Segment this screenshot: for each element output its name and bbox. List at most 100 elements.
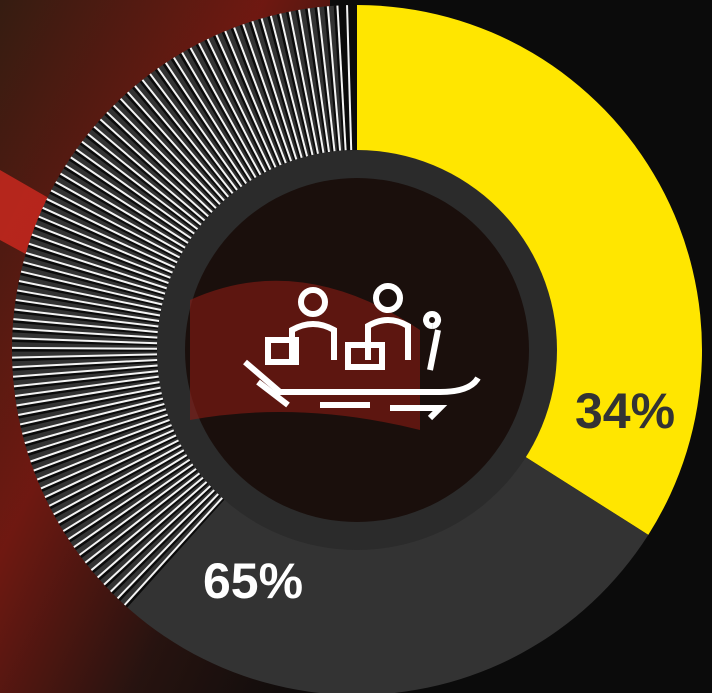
stripe-gap — [12, 338, 158, 347]
stripe-gap — [117, 99, 221, 207]
stripe-gap — [41, 208, 175, 271]
stripe — [55, 181, 183, 254]
stripe — [269, 15, 309, 157]
stripe-gap — [85, 134, 202, 228]
stripe — [23, 261, 164, 301]
stripe-gap — [27, 408, 167, 456]
stripe — [20, 270, 163, 306]
stripe-gap — [187, 48, 261, 177]
stripe-gap — [267, 16, 308, 158]
value-label: 65% — [203, 553, 303, 609]
stripe-gap — [15, 376, 160, 400]
stripe-gap — [295, 9, 324, 154]
stripe — [126, 91, 225, 202]
stripe — [298, 9, 325, 154]
stripe-gap — [195, 43, 266, 174]
stripe — [44, 434, 177, 499]
stripe — [13, 318, 158, 334]
value-label: 34% — [575, 383, 675, 439]
stripe — [134, 85, 230, 198]
stripe — [307, 8, 330, 153]
stripe-gap — [68, 157, 192, 241]
stripe-gap — [63, 454, 189, 535]
stripe — [112, 104, 217, 209]
stripe-gap — [13, 319, 158, 335]
stripe-gap — [79, 468, 198, 558]
stripe — [189, 47, 262, 176]
stripe — [215, 34, 277, 168]
stripe — [46, 198, 178, 264]
stripe — [96, 481, 208, 579]
stripe — [30, 413, 169, 463]
stripe — [123, 497, 224, 606]
stripe — [31, 233, 169, 285]
stripe-gap — [170, 57, 252, 182]
stripe-gap — [117, 493, 221, 601]
stripe — [326, 6, 342, 151]
stripe-gap — [68, 459, 192, 543]
stripe — [40, 429, 175, 490]
stripe — [279, 13, 314, 156]
stripe — [62, 454, 188, 532]
stripe — [119, 98, 221, 206]
stripe — [12, 346, 158, 350]
stripe — [59, 172, 186, 249]
stripe-gap — [132, 86, 229, 199]
stripe-gap — [162, 63, 247, 186]
stripe-gap — [213, 35, 276, 169]
stripe — [14, 375, 159, 397]
stripe-gap — [13, 309, 159, 330]
stripe-gap — [15, 300, 160, 324]
stripe — [67, 458, 191, 541]
stripe — [42, 206, 176, 269]
stripe — [27, 408, 167, 454]
stripe — [12, 353, 158, 359]
stripe — [16, 381, 160, 407]
stripe — [75, 148, 195, 235]
stripe — [84, 472, 201, 564]
stripe — [206, 38, 272, 171]
stripe — [14, 308, 159, 328]
stripe — [48, 439, 180, 507]
stripe-gap — [37, 217, 173, 276]
stripe — [70, 156, 192, 240]
stripe-gap — [49, 439, 180, 510]
stripe — [81, 140, 199, 231]
stripe-gap — [314, 7, 335, 152]
stripe-gap — [37, 424, 173, 483]
stripe-gap — [20, 272, 163, 308]
stripe — [78, 468, 197, 556]
stripe-gap — [91, 477, 205, 573]
stripe — [57, 449, 185, 524]
stripe-gap — [30, 414, 169, 465]
stripe-gap — [63, 165, 189, 246]
stripe-gap — [204, 39, 271, 171]
stripe — [12, 364, 158, 378]
stripe — [346, 5, 353, 151]
stripe-gap — [276, 13, 313, 156]
stripe — [87, 133, 202, 226]
stripe — [110, 489, 215, 593]
stripe-gap — [24, 403, 166, 447]
stripe — [12, 337, 158, 345]
stripe-gap — [45, 434, 178, 501]
stripe-gap — [20, 392, 163, 428]
stripe-gap — [58, 174, 186, 251]
stripe-gap — [30, 235, 169, 286]
stripe-gap — [258, 18, 303, 159]
stripe-decoration — [12, 5, 353, 608]
stripe-gap — [58, 449, 186, 526]
stripe-gap — [41, 429, 175, 492]
stripe-gap — [74, 463, 195, 551]
stripe — [64, 164, 189, 244]
stripe-gap — [45, 199, 178, 266]
stripe — [93, 125, 206, 222]
stripe-gap — [12, 353, 158, 362]
stripe-gap — [333, 5, 347, 151]
stripe-gap — [104, 485, 213, 588]
stripe-gap — [33, 225, 171, 281]
stripe-gap — [111, 489, 217, 595]
stripe — [50, 189, 181, 259]
stripe-gap — [91, 127, 205, 223]
